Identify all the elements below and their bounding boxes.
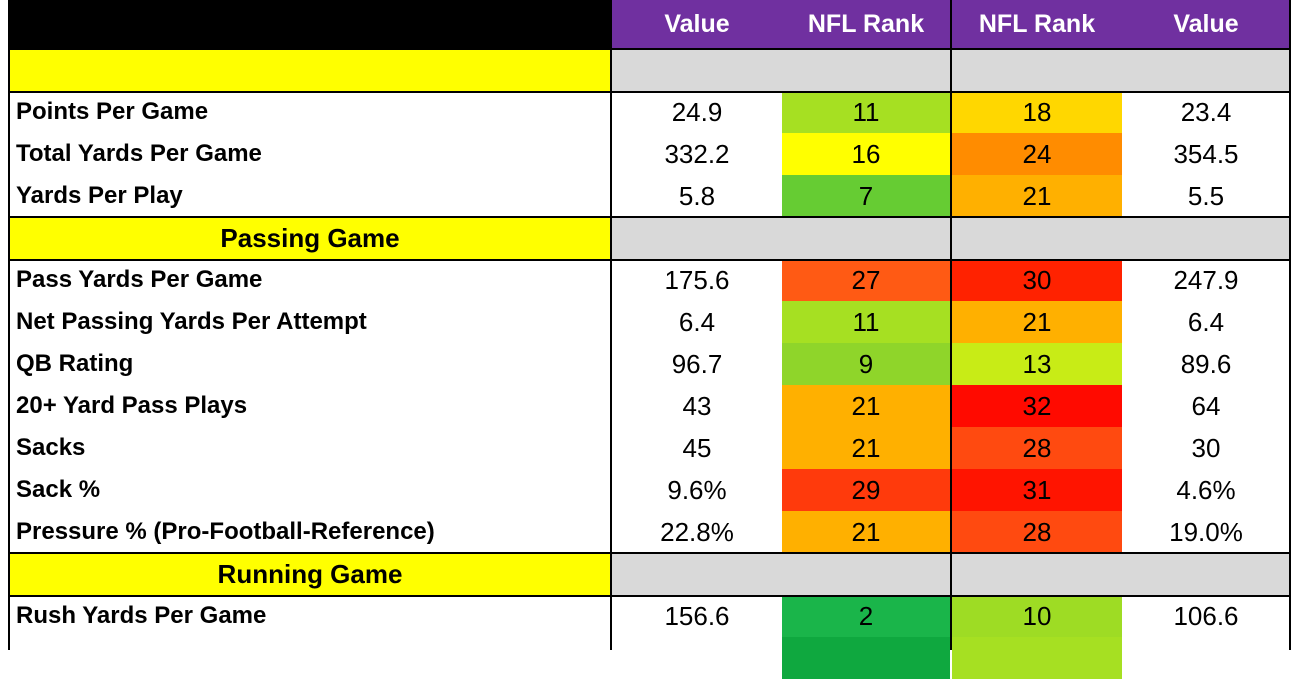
header-value-left: Value [612,0,782,48]
section-header: Passing Game [10,217,610,259]
value-cell-right: 89.6 [1180,348,1232,379]
row-label: Net Passing Yards Per Attempt [16,308,367,335]
row-label: 20+ Yard Pass Plays [16,392,248,419]
value-cell-left: 9.6% [667,474,727,505]
value-cell-left: 96.7 [671,348,723,379]
grid-line [610,0,612,650]
rank-cell-right: 28 [952,427,1122,469]
row-label: Points Per Game [16,98,209,125]
value-cell-right [1122,637,1290,679]
rank-cell-left: 21 [782,511,950,553]
grid-line [8,91,1291,93]
value-cell-left: 24.9 [671,96,723,127]
rank-cell-right: 18 [952,91,1122,133]
row-label: Pressure % (Pro-Football-Reference) [16,518,435,545]
rank-cell-right: 24 [952,133,1122,175]
grid-line [8,0,10,650]
row-label: QB Rating [16,350,134,377]
rank-cell-right: 13 [952,343,1122,385]
value-cell-right: 6.4 [1187,306,1225,337]
value-cell-right: 354.5 [1173,138,1239,169]
value-cell-right: 19.0% [1169,516,1243,547]
grid-line [1289,0,1291,650]
value-cell-right: 106.6 [1173,600,1239,631]
grid-line [8,259,1291,261]
rank-cell-right: 32 [952,385,1122,427]
value-cell-right: 247.9 [1173,264,1239,295]
rank-cell-right: 21 [952,301,1122,343]
value-cell-left: 156.6 [664,600,730,631]
rank-cell-left: 7 [782,175,950,217]
rank-cell-right: 28 [952,511,1122,553]
rank-cell-left: 16 [782,133,950,175]
rank-cell-left: 29 [782,469,950,511]
row-label: Sack % [16,476,101,503]
grid-line [950,0,952,650]
value-cell-left [612,637,782,679]
value-cell-right: 30 [1191,432,1221,463]
row-label: Total Yards Per Game [16,140,262,167]
rank-cell-left [782,637,950,679]
table-body: Points Per Game 24.9 11 18 23.4 Total Yards P… [8,0,1291,679]
header-value-right: Value [1122,0,1290,48]
rank-cell-left: 9 [782,343,950,385]
section-header: Running Game [10,553,610,595]
value-cell-right: 5.5 [1187,180,1225,211]
rank-cell-left: 27 [782,259,950,301]
header-nfl-rank-right: NFL Rank [952,0,1122,48]
row-label [16,637,606,679]
rank-cell-left: 2 [782,595,950,637]
value-cell-left: 6.4 [678,306,716,337]
row-label: Yards Per Play [16,182,183,209]
rank-cell-left: 11 [782,301,950,343]
section-header [10,49,610,91]
value-cell-left: 175.6 [664,264,730,295]
value-cell-left: 5.8 [678,180,716,211]
row-label: Rush Yards Per Game [16,602,267,629]
rank-cell-right: 10 [952,595,1122,637]
rank-cell-right [952,637,1122,679]
value-cell-right: 23.4 [1180,96,1232,127]
grid-line [8,216,1291,218]
value-cell-left: 43 [682,390,712,421]
rank-cell-left: 21 [782,385,950,427]
value-cell-left: 45 [682,432,712,463]
header-nfl-rank-left: NFL Rank [782,0,950,48]
value-cell-left: 22.8% [660,516,734,547]
value-cell-left: 332.2 [664,138,730,169]
rank-cell-right: 30 [952,259,1122,301]
header-blank-cell [10,0,612,48]
rank-cell-left: 11 [782,91,950,133]
value-cell-right: 64 [1191,390,1221,421]
rank-cell-right: 21 [952,175,1122,217]
value-cell-right: 4.6% [1176,474,1236,505]
grid-line [8,48,1291,50]
row-label: Pass Yards Per Game [16,266,263,293]
rank-cell-right: 31 [952,469,1122,511]
grid-line [8,552,1291,554]
grid-line [8,595,1291,597]
row-label: Sacks [16,434,86,461]
rank-cell-left: 21 [782,427,950,469]
